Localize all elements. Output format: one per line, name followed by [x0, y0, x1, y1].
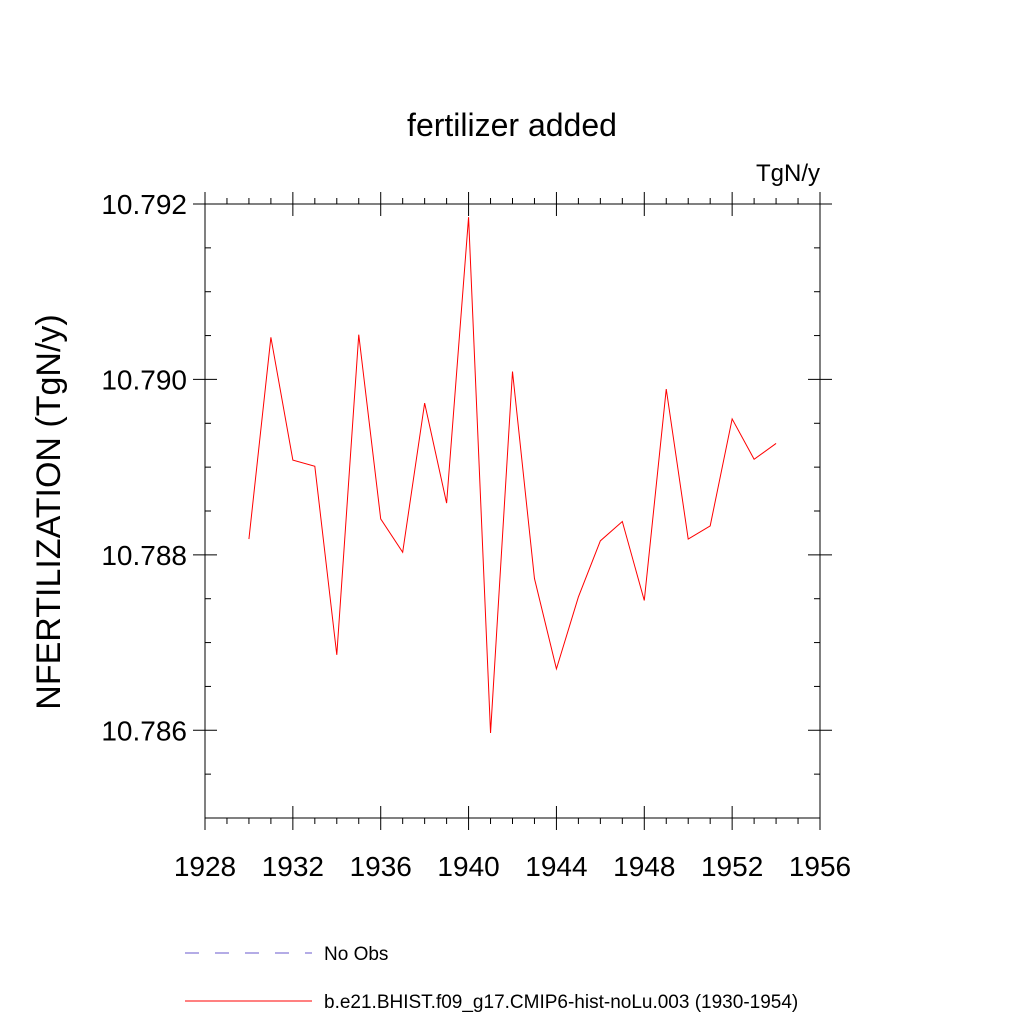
legend: No Obs b.e21.BHIST.f09_g17.CMIP6-hist-no…: [185, 944, 798, 1013]
x-tick-label: 1952: [701, 851, 763, 882]
y-tick-label: 10.786: [101, 715, 187, 746]
y-tick-label: 10.792: [101, 189, 187, 220]
y-tick-label: 10.790: [101, 364, 187, 395]
series-line: [248, 217, 777, 733]
series-layer: [248, 217, 777, 733]
x-tick-labels: 1928 1932 1936 1940 1944 1948 1952 1956: [174, 851, 851, 882]
x-tick-label: 1956: [789, 851, 851, 882]
y-tick-labels: 10.786 10.788 10.790 10.792: [101, 189, 187, 746]
legend-label-model: b.e21.BHIST.f09_g17.CMIP6-hist-noLu.003 …: [324, 992, 798, 1013]
x-tick-label: 1944: [525, 851, 587, 882]
x-tick-label: 1940: [437, 851, 499, 882]
legend-label-no-obs: No Obs: [324, 944, 388, 965]
x-tick-label: 1948: [613, 851, 675, 882]
x-tick-label: 1932: [262, 851, 324, 882]
y-axis-label: NFERTILIZATION (TgN/y): [30, 314, 68, 709]
axis-ticks: [193, 192, 832, 830]
y-tick-label: 10.788: [101, 540, 187, 571]
plot-frame: [204, 203, 821, 819]
chart-title: fertilizer added: [407, 107, 617, 143]
units-label: TgN/y: [756, 160, 820, 187]
x-tick-label: 1936: [350, 851, 412, 882]
x-tick-label: 1928: [174, 851, 236, 882]
